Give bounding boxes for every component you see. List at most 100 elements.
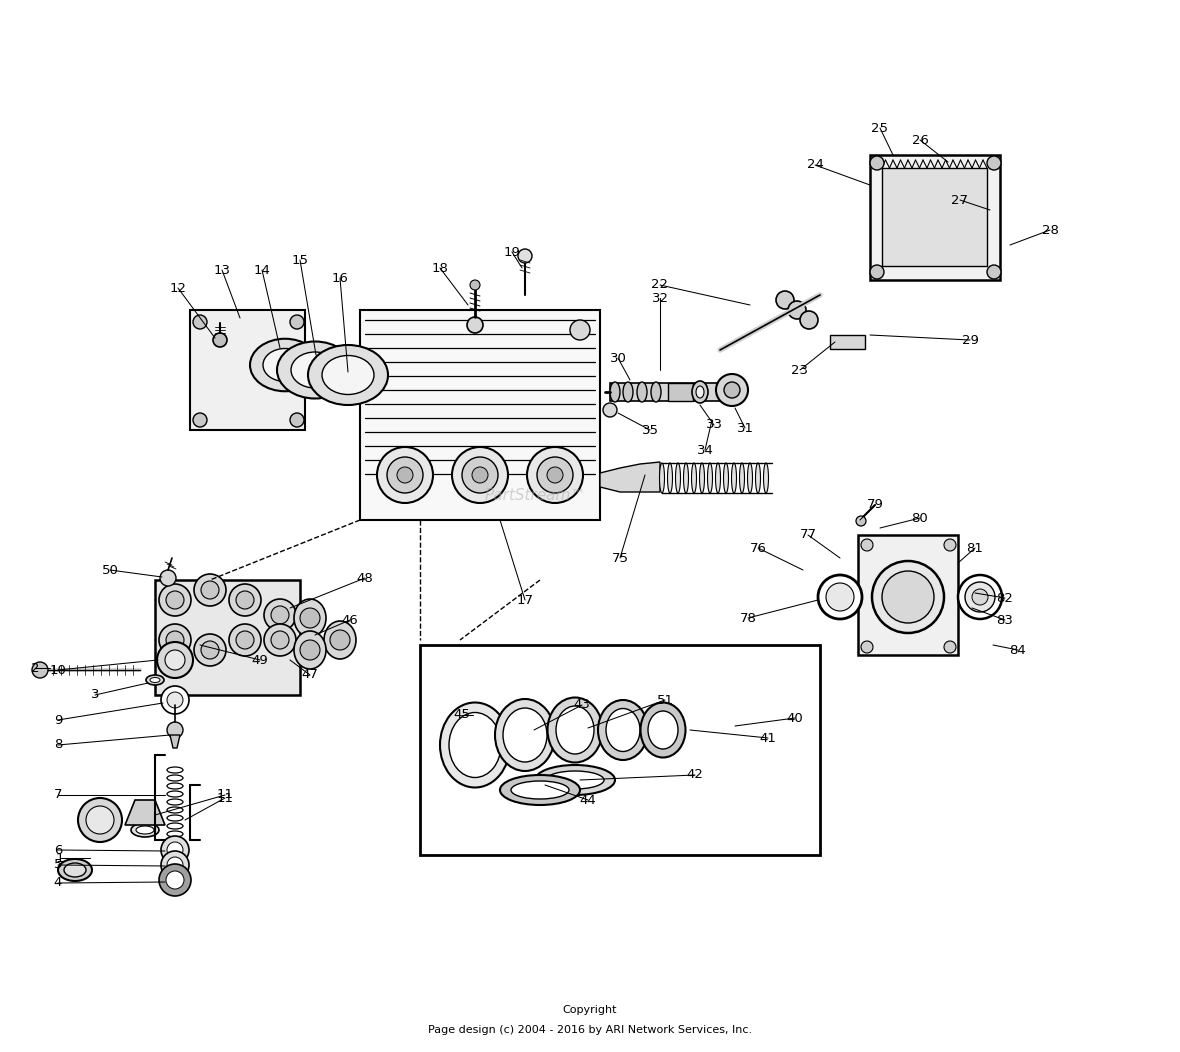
Text: 8: 8 [54,739,63,751]
Ellipse shape [308,345,388,405]
Circle shape [194,634,227,666]
Bar [830,335,865,349]
Ellipse shape [500,775,581,805]
Circle shape [194,413,206,427]
Ellipse shape [546,771,604,789]
Ellipse shape [556,706,594,754]
Text: 5: 5 [54,858,63,871]
Circle shape [965,582,995,612]
Text: 28: 28 [1042,223,1058,237]
Text: 18: 18 [432,262,448,275]
Text: 34: 34 [696,444,714,457]
Circle shape [168,842,183,858]
Text: 84: 84 [1010,644,1027,656]
Polygon shape [170,735,181,748]
Text: 14: 14 [254,263,270,277]
Circle shape [958,575,1002,619]
Ellipse shape [675,463,681,493]
Circle shape [271,631,289,649]
Ellipse shape [324,621,356,659]
Circle shape [463,457,498,493]
Ellipse shape [763,463,768,493]
Text: 82: 82 [997,591,1014,605]
Circle shape [168,722,183,739]
Text: 76: 76 [749,542,767,554]
Text: 17: 17 [517,593,533,607]
Text: 22: 22 [651,279,669,291]
Text: 13: 13 [214,263,230,277]
Circle shape [870,265,884,279]
Circle shape [986,265,1001,279]
Circle shape [160,851,189,879]
Text: 33: 33 [706,419,722,431]
Circle shape [452,447,509,503]
Ellipse shape [291,352,339,388]
Ellipse shape [322,356,374,394]
Ellipse shape [708,463,713,493]
Ellipse shape [660,463,664,493]
Circle shape [570,320,590,340]
Ellipse shape [598,700,648,760]
Ellipse shape [732,463,736,493]
Bar [166,650,184,670]
Circle shape [716,375,748,406]
Ellipse shape [294,599,326,638]
Circle shape [264,599,296,631]
Circle shape [800,311,818,329]
Circle shape [944,641,956,653]
Ellipse shape [548,697,603,763]
Text: 50: 50 [101,564,118,576]
Ellipse shape [131,823,159,837]
Circle shape [872,561,944,633]
Ellipse shape [715,463,721,493]
Text: 9: 9 [54,713,63,727]
Ellipse shape [691,381,708,403]
Text: 32: 32 [651,291,669,304]
Ellipse shape [58,859,92,881]
Text: PartStream™: PartStream™ [484,487,585,503]
Circle shape [159,584,191,616]
Ellipse shape [511,781,569,800]
Text: 48: 48 [356,571,373,585]
Circle shape [290,315,304,329]
Circle shape [548,467,563,483]
Circle shape [201,641,219,659]
Ellipse shape [146,675,164,685]
Circle shape [725,382,740,398]
Text: 11: 11 [216,789,234,802]
Ellipse shape [747,463,753,493]
Ellipse shape [668,463,673,493]
Circle shape [396,467,413,483]
Circle shape [214,333,227,347]
Circle shape [300,608,320,628]
Ellipse shape [623,382,632,402]
Text: 3: 3 [91,688,99,702]
Text: 75: 75 [611,551,629,565]
Circle shape [387,457,422,493]
Ellipse shape [503,708,548,762]
Circle shape [86,806,114,834]
Circle shape [159,864,191,896]
Text: 80: 80 [912,511,929,525]
Ellipse shape [648,711,678,749]
Bar [870,155,999,280]
Circle shape [236,631,254,649]
Ellipse shape [740,463,745,493]
Bar [155,580,300,695]
Ellipse shape [136,826,155,834]
Text: Page design (c) 2004 - 2016 by ARI Network Services, Inc.: Page design (c) 2004 - 2016 by ARI Netwo… [428,1025,752,1035]
Circle shape [78,798,122,842]
Circle shape [194,315,206,329]
Circle shape [160,570,176,586]
Text: 81: 81 [966,542,983,554]
Circle shape [818,575,863,619]
Ellipse shape [64,863,86,877]
Ellipse shape [637,382,647,402]
Circle shape [376,447,433,503]
Text: 25: 25 [872,121,889,135]
Ellipse shape [150,677,160,683]
Ellipse shape [450,712,501,777]
Circle shape [264,624,296,656]
Text: 24: 24 [807,159,824,171]
Bar [420,645,820,855]
